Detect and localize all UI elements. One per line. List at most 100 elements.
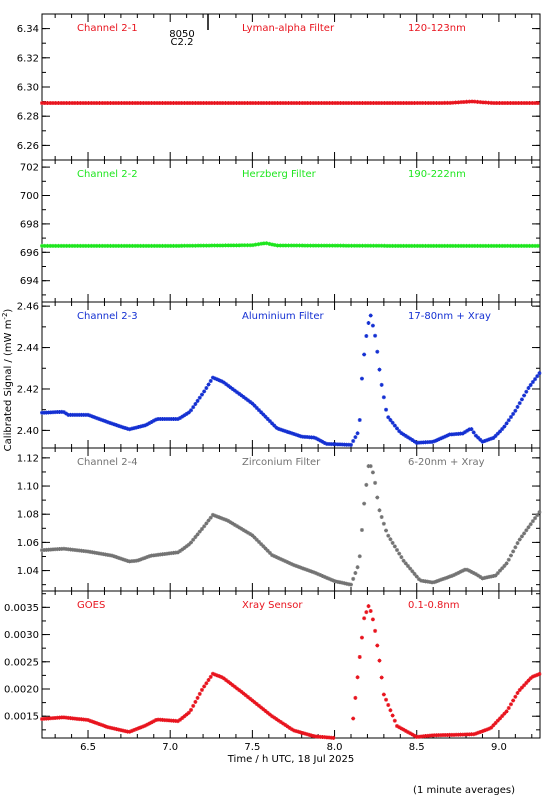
- data-point: [519, 397, 524, 402]
- data-point: [86, 101, 91, 106]
- data-point: [254, 537, 259, 542]
- data-point: [184, 411, 189, 416]
- data-point: [412, 733, 417, 738]
- data-point: [535, 374, 540, 379]
- data-point: [57, 409, 62, 414]
- data-point: [445, 243, 450, 248]
- data-point: [182, 545, 187, 550]
- data-point: [267, 712, 272, 717]
- data-point: [239, 243, 244, 248]
- data-point: [505, 243, 510, 248]
- data-point: [465, 428, 470, 433]
- data-point: [338, 442, 343, 447]
- data-point: [335, 101, 340, 106]
- data-point: [83, 243, 88, 248]
- data-point: [248, 532, 253, 537]
- data-point: [232, 684, 237, 689]
- data-point: [42, 101, 47, 106]
- data-point: [287, 725, 292, 730]
- data-point: [491, 243, 496, 248]
- data-point: [267, 419, 272, 424]
- data-point: [478, 574, 483, 579]
- data-point: [426, 101, 431, 106]
- data-point: [484, 438, 489, 443]
- data-point: [189, 408, 194, 413]
- data-point: [42, 716, 47, 721]
- panel-channel-label: Channel 2-3: [77, 311, 138, 322]
- data-point: [48, 716, 53, 721]
- data-point: [399, 555, 404, 560]
- data-point: [241, 528, 246, 533]
- data-point: [215, 243, 220, 248]
- data-point: [127, 427, 132, 432]
- data-point: [517, 401, 522, 406]
- data-point: [388, 537, 393, 542]
- data-point: [55, 410, 60, 415]
- data-point: [103, 101, 108, 106]
- data-point: [287, 430, 292, 435]
- data-point: [342, 581, 347, 586]
- data-point: [467, 568, 472, 573]
- data-point: [61, 546, 66, 551]
- data-point: [105, 420, 110, 425]
- data-point: [215, 377, 220, 382]
- data-point: [162, 417, 167, 422]
- data-point: [442, 100, 447, 105]
- data-point: [454, 732, 459, 737]
- y-tick-label: 1.12: [17, 453, 39, 464]
- data-point: [441, 733, 446, 738]
- y-tick-label: 2.40: [17, 426, 39, 437]
- data-point: [212, 101, 217, 106]
- data-point: [243, 529, 248, 534]
- data-point: [491, 723, 496, 728]
- data-point: [316, 243, 321, 248]
- data-point: [289, 562, 294, 567]
- data-point: [259, 705, 264, 710]
- data-point: [427, 439, 432, 444]
- data-point: [171, 550, 176, 555]
- data-point: [237, 101, 242, 106]
- data-point: [351, 439, 356, 444]
- data-point: [500, 101, 505, 106]
- data-point: [316, 437, 321, 442]
- data-point: [171, 243, 176, 248]
- data-point: [353, 695, 358, 700]
- data-point: [453, 243, 458, 248]
- data-point: [448, 100, 453, 105]
- data-point: [346, 442, 351, 447]
- data-point: [387, 243, 392, 248]
- data-point: [70, 547, 75, 552]
- data-point: [79, 717, 84, 722]
- data-point: [412, 439, 417, 444]
- data-point: [40, 548, 44, 553]
- data-point: [489, 436, 494, 441]
- data-point: [250, 243, 255, 248]
- data-point: [145, 422, 150, 427]
- data-point: [322, 735, 327, 740]
- data-point: [355, 565, 360, 570]
- y-tick-label: 0.0020: [4, 685, 39, 696]
- data-point: [431, 100, 436, 105]
- data-point: [470, 243, 475, 248]
- data-point: [119, 101, 124, 106]
- data-point: [256, 539, 261, 544]
- data-point: [103, 724, 108, 729]
- data-point: [122, 101, 127, 106]
- data-point: [121, 425, 126, 430]
- data-point: [83, 412, 88, 417]
- panel-frame: [41, 13, 541, 161]
- data-point: [384, 407, 389, 412]
- data-point: [456, 570, 461, 575]
- data-point: [475, 99, 480, 104]
- data-point: [178, 549, 183, 554]
- data-point: [230, 683, 235, 688]
- data-point: [491, 101, 496, 106]
- data-point: [297, 243, 302, 248]
- data-point: [384, 528, 389, 533]
- data-point: [101, 723, 106, 728]
- data-point: [320, 573, 325, 578]
- data-point: [92, 415, 97, 420]
- data-point: [187, 101, 192, 106]
- data-point: [397, 725, 402, 730]
- data-point: [105, 725, 110, 730]
